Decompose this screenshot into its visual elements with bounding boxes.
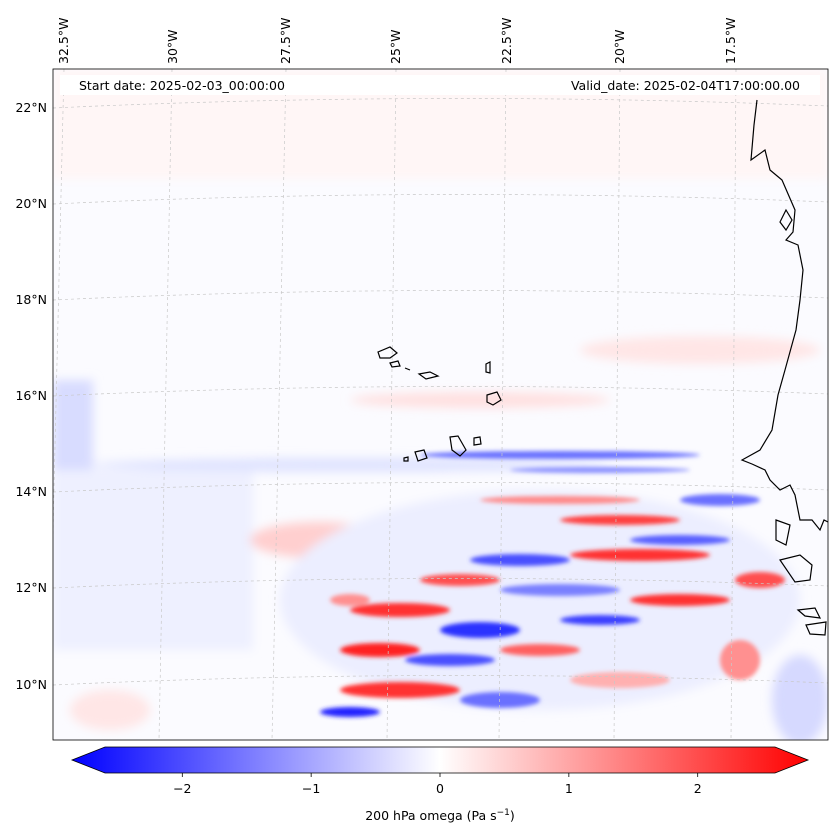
colorbar-ticks: −2 −1 0 1 2 [173,773,702,796]
lon-label-20w: 20°W [612,29,627,64]
colorbar-label: 200 hPa omega (Pa s−1) [365,808,515,823]
valid-date: Valid_date: 2025-02-04T17:00:00.00 [571,78,800,93]
lon-label-25w: 25°W [388,29,403,64]
omega-field-detail [320,451,785,717]
coastline [740,99,828,636]
island-santa-luzia [404,367,411,371]
map-frame [52,68,829,741]
colorbar-tick-label: −2 [173,781,191,796]
lat-label-10n: 10°N [15,677,47,692]
lat-label-12n: 12°N [15,580,47,595]
colorbar-tick-label: −1 [302,781,320,796]
map-panel [53,69,828,740]
longitude-labels: 32.5°W 30°W 27.5°W 25°W 22.5°W 20°W 17.5… [56,18,738,64]
lat-label-22n: 22°N [15,100,47,115]
colorbar: −2 −1 0 1 2 200 hPa omega (Pa s−1) [70,746,810,823]
start-date: Start date: 2025-02-03_00:00:00 [79,78,285,93]
latitude-labels: 22°N 20°N 18°N 16°N 14°N 12°N 10°N [15,100,47,692]
header-band [60,75,820,95]
graticule [53,69,828,740]
lat-label-14n: 14°N [15,484,47,499]
colorbar-tick-label: 0 [436,781,444,796]
lat-label-18n: 18°N [15,292,47,307]
islands [377,346,502,462]
lon-label-32-5w: 32.5°W [56,18,71,64]
island-santiago [449,435,467,457]
lon-label-30w: 30°W [165,29,180,64]
lon-label-22-5w: 22.5°W [499,18,514,64]
lon-label-27-5w: 27.5°W [278,18,293,64]
lat-label-16n: 16°N [15,388,47,403]
island-santo-antao [377,346,398,359]
lat-label-20n: 20°N [15,196,47,211]
colorbar-fill [70,746,810,774]
island-sal [485,361,491,374]
island-maio [473,436,482,446]
island-sao-vicente [389,360,401,368]
island-brava [403,456,409,462]
island-boa-vista [486,391,502,406]
island-fogo [414,449,428,462]
lon-label-17-5w: 17.5°W [723,18,738,64]
island-sao-nicolau [417,371,440,380]
colorbar-tick-label: 2 [694,781,702,796]
colorbar-tick-label: 1 [565,781,573,796]
